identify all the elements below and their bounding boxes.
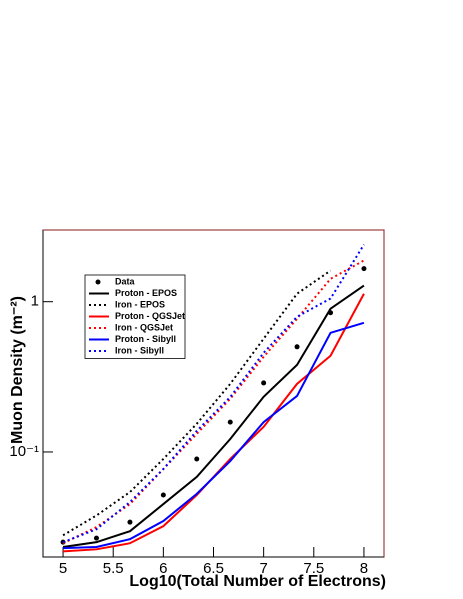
series-line bbox=[63, 321, 365, 550]
series-line bbox=[62, 269, 332, 537]
series-line bbox=[62, 244, 365, 544]
data-point bbox=[227, 419, 233, 425]
y-tick-label: 1 bbox=[31, 293, 39, 310]
x-axis-label: Log10(Total Number of Electrons) bbox=[129, 573, 386, 590]
data-point bbox=[261, 380, 267, 386]
data-point bbox=[194, 456, 200, 462]
data-point bbox=[160, 492, 166, 498]
x-tick-label: 6 bbox=[159, 560, 167, 577]
legend-label: Iron - Sibyll bbox=[115, 345, 164, 355]
y-axis-label: Muon Density (m⁻²) bbox=[9, 296, 26, 444]
data-point bbox=[361, 266, 367, 272]
legend-marker bbox=[95, 279, 101, 285]
data-point bbox=[127, 519, 133, 525]
data-point bbox=[294, 344, 300, 350]
x-tick-label: 7 bbox=[259, 560, 267, 577]
legend-label: Proton - EPOS bbox=[115, 288, 177, 298]
legend-label: Proton - Sibyll bbox=[115, 334, 176, 344]
legend-label: Iron - QGSJet bbox=[115, 322, 173, 332]
data-point bbox=[93, 535, 99, 541]
x-tick-label: 5 bbox=[59, 560, 67, 577]
x-tick-label: 7.5 bbox=[303, 560, 324, 577]
x-tick-label: 6.5 bbox=[203, 560, 224, 577]
x-tick-label: 8 bbox=[360, 560, 368, 577]
legend-label: Proton - QGSJet bbox=[115, 311, 185, 321]
series-line bbox=[62, 284, 365, 549]
y-tick-label: 10⁻¹ bbox=[9, 443, 39, 460]
legend-label: Iron - EPOS bbox=[115, 299, 165, 309]
x-tick-label: 5.5 bbox=[103, 560, 124, 577]
legend-label: Data bbox=[115, 276, 136, 286]
